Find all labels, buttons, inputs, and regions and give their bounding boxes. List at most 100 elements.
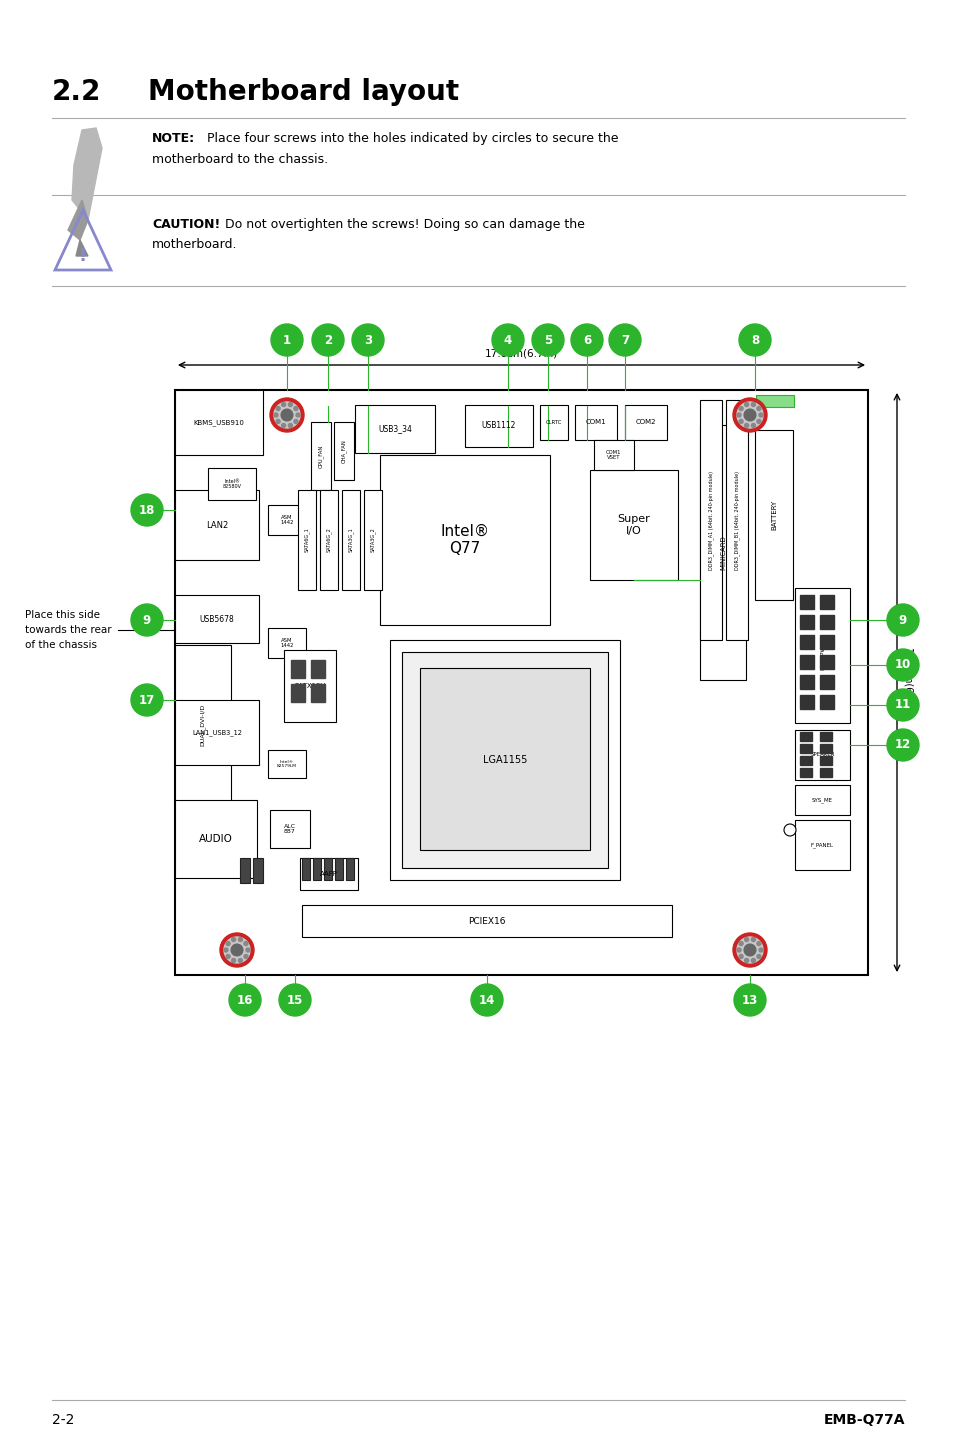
Text: CAUTION!: CAUTION!	[152, 219, 220, 232]
Text: KBMS_USB910: KBMS_USB910	[193, 418, 244, 426]
Text: motherboard.: motherboard.	[152, 239, 237, 252]
Text: PCIEX16: PCIEX16	[468, 916, 505, 926]
Bar	[800, 732, 811, 741]
Circle shape	[751, 959, 755, 962]
Bar	[794, 731, 849, 779]
Bar	[794, 820, 849, 870]
Text: COM1: COM1	[585, 420, 606, 426]
Text: 9: 9	[143, 614, 151, 627]
Circle shape	[238, 938, 242, 942]
Text: ASM
1442: ASM 1442	[280, 637, 294, 649]
Bar	[800, 636, 813, 649]
Text: 11: 11	[894, 699, 910, 712]
Bar	[291, 684, 305, 702]
Text: SPEAKER: SPEAKER	[809, 752, 834, 758]
Circle shape	[270, 398, 304, 431]
Circle shape	[744, 959, 748, 962]
Circle shape	[732, 398, 766, 431]
Text: CPU_FAN: CPU_FAN	[317, 444, 323, 467]
Bar	[800, 768, 811, 777]
Text: 2.2: 2.2	[52, 78, 101, 106]
Circle shape	[471, 984, 502, 1017]
Bar	[700, 400, 721, 640]
Bar	[575, 406, 617, 440]
Bar	[594, 440, 634, 470]
Circle shape	[281, 423, 285, 427]
Circle shape	[229, 984, 261, 1017]
Text: F_PANEL: F_PANEL	[810, 843, 833, 848]
Text: Do not overtighten the screws! Doing so can damage the: Do not overtighten the screws! Doing so …	[225, 219, 584, 232]
Bar	[240, 858, 250, 883]
Text: SATA6G_2: SATA6G_2	[326, 528, 332, 552]
Circle shape	[220, 933, 253, 966]
Bar	[268, 505, 306, 535]
Bar	[355, 406, 435, 453]
Bar	[754, 430, 792, 600]
Bar	[820, 674, 833, 689]
Text: 7: 7	[620, 334, 628, 347]
Bar	[291, 660, 305, 677]
Bar	[700, 426, 745, 680]
Text: LGA1155: LGA1155	[482, 755, 527, 765]
Bar	[174, 800, 256, 879]
Circle shape	[232, 959, 235, 962]
Text: 8: 8	[750, 334, 759, 347]
Text: LAN1_USB3_12: LAN1_USB3_12	[192, 729, 242, 736]
Circle shape	[352, 324, 384, 357]
Text: 18: 18	[139, 503, 155, 516]
Text: AAFP: AAFP	[319, 871, 337, 877]
Circle shape	[756, 942, 760, 946]
Bar	[302, 905, 671, 938]
Circle shape	[733, 984, 765, 1017]
Circle shape	[295, 413, 299, 417]
Text: COM2: COM2	[635, 420, 656, 426]
Bar	[800, 674, 813, 689]
Bar	[624, 406, 666, 440]
Text: 1: 1	[283, 334, 291, 347]
Circle shape	[759, 413, 762, 417]
Circle shape	[278, 984, 311, 1017]
Bar	[755, 395, 793, 407]
Bar	[335, 858, 343, 880]
Text: 14: 14	[478, 994, 495, 1007]
Bar	[208, 467, 255, 500]
Bar	[334, 421, 354, 480]
Circle shape	[739, 324, 770, 357]
Circle shape	[608, 324, 640, 357]
Bar	[419, 669, 589, 850]
Polygon shape	[68, 200, 88, 240]
Text: 6: 6	[582, 334, 591, 347]
Bar	[379, 454, 550, 626]
Bar	[800, 654, 813, 669]
Text: 17: 17	[139, 693, 155, 706]
Circle shape	[737, 403, 762, 429]
Text: 15: 15	[287, 994, 303, 1007]
Text: 10: 10	[894, 659, 910, 672]
Bar	[319, 490, 337, 590]
Text: SATA6G_1: SATA6G_1	[304, 528, 310, 552]
Text: Super
I/O: Super I/O	[617, 515, 650, 536]
Text: AUDIO: AUDIO	[199, 834, 233, 844]
Text: !: !	[79, 247, 87, 265]
Circle shape	[244, 955, 248, 959]
Bar	[800, 756, 811, 765]
Circle shape	[739, 942, 742, 946]
Text: CHA_FAN: CHA_FAN	[341, 439, 347, 463]
Circle shape	[288, 423, 292, 427]
Bar	[324, 858, 332, 880]
Text: CLRTC: CLRTC	[545, 420, 561, 426]
Bar	[313, 858, 320, 880]
Text: EMB-Q77A: EMB-Q77A	[822, 1414, 904, 1426]
Circle shape	[756, 407, 760, 410]
Bar	[311, 421, 331, 490]
Circle shape	[756, 955, 760, 959]
Circle shape	[886, 689, 918, 720]
Bar	[174, 646, 231, 805]
Text: DUAL_DVI-I/D: DUAL_DVI-I/D	[200, 703, 206, 746]
Circle shape	[744, 423, 748, 427]
Text: 4: 4	[503, 334, 512, 347]
Bar	[800, 743, 811, 754]
Circle shape	[886, 604, 918, 636]
Bar	[820, 595, 833, 610]
Bar	[174, 490, 258, 559]
